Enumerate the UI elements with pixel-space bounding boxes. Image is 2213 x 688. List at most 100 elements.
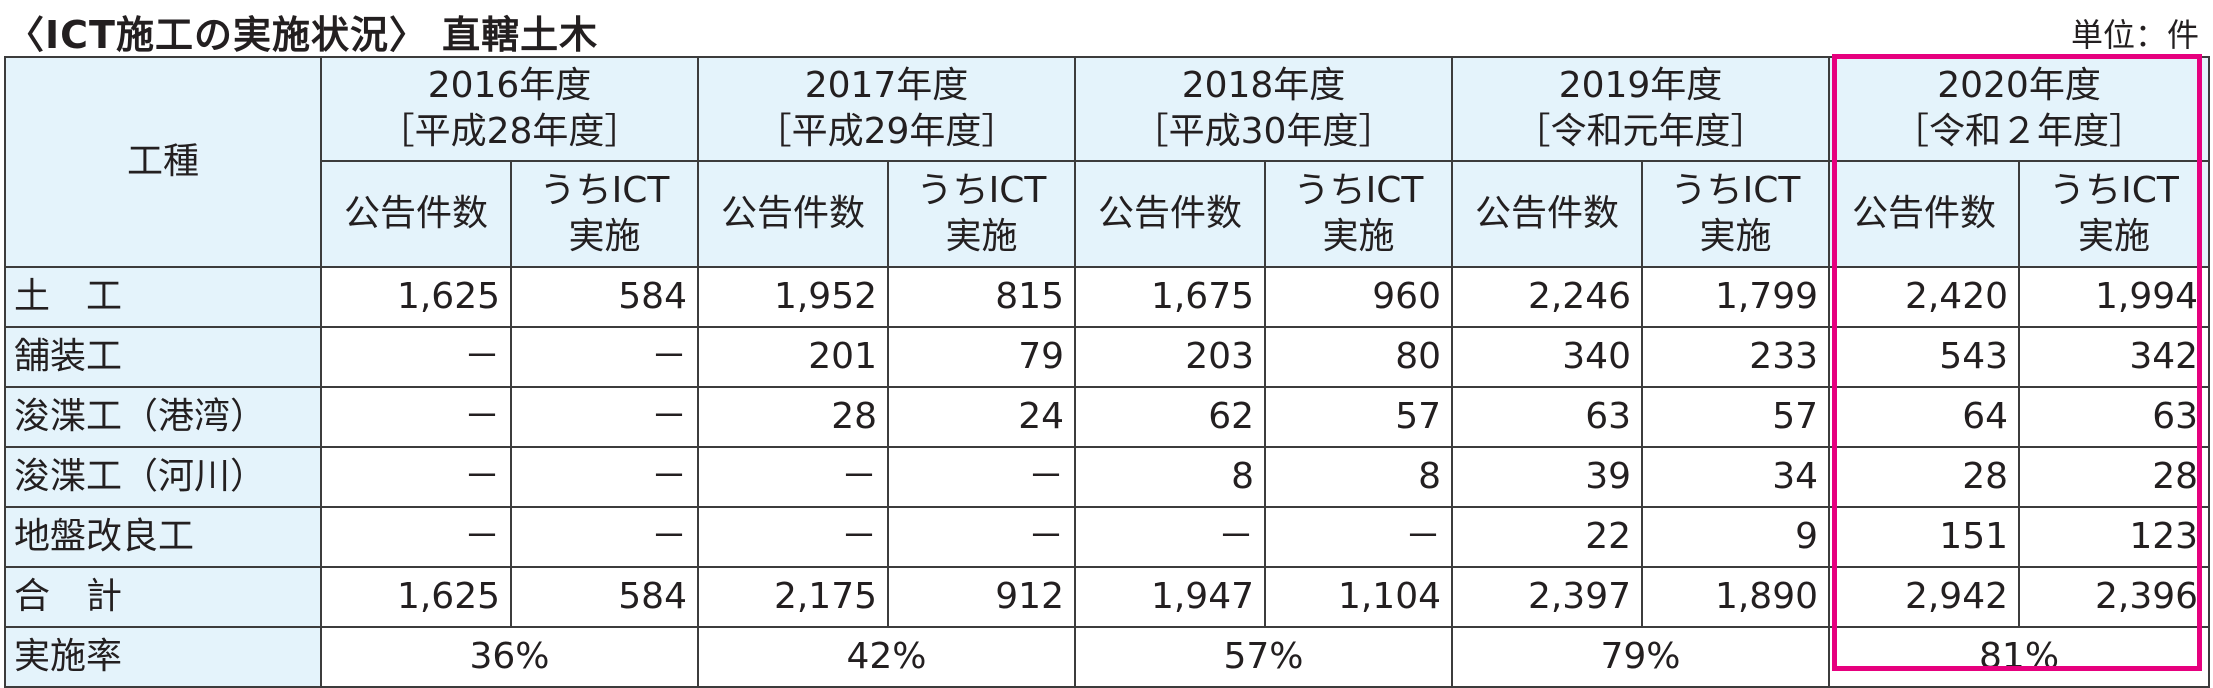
ict-count-header: うちICT 実施 bbox=[510, 160, 699, 268]
year-label: 2020年度 bbox=[1937, 65, 2101, 106]
era-label: ［平成28年度］ bbox=[378, 111, 641, 152]
value-cell: 8 bbox=[1264, 446, 1453, 508]
work-type-cell: 浚渫工（河川） bbox=[4, 446, 322, 508]
table-row: 浚渫工（河川） － － － － 8 8 39 34 28 28 bbox=[4, 446, 2211, 508]
value-cell: 39 bbox=[1451, 446, 1643, 508]
ict-count-header: うちICT 実施 bbox=[887, 160, 1076, 268]
value-cell: 34 bbox=[1640, 446, 1831, 508]
value-cell: 79 bbox=[887, 326, 1076, 388]
value-cell: 28 bbox=[2018, 446, 2211, 508]
value-cell: 342 bbox=[2018, 326, 2211, 388]
value-cell: 57 bbox=[1264, 386, 1453, 448]
table-row: 浚渫工（港湾） － － 28 24 62 57 63 57 64 63 bbox=[4, 386, 2211, 448]
table-row-total: 合 計 1,625 584 2,175 912 1,947 1,104 2,39… bbox=[4, 566, 2211, 628]
value-cell: 22 bbox=[1451, 506, 1643, 568]
ict-header-line1: うちICT bbox=[2049, 170, 2179, 211]
value-cell: － bbox=[510, 386, 699, 448]
year-label: 2019年度 bbox=[1558, 65, 1723, 106]
era-label: ［令和元年度］ bbox=[1514, 111, 1767, 152]
value-cell: 151 bbox=[1828, 506, 2021, 568]
year-label: 2016年度 bbox=[427, 65, 592, 106]
value-cell: 28 bbox=[1828, 446, 2021, 508]
rate-cell: 57% bbox=[1074, 626, 1453, 688]
year-header-2016: 2016年度 ［平成28年度］ bbox=[320, 56, 699, 162]
announced-count-header: 公告件数 bbox=[1451, 160, 1643, 268]
value-cell: 64 bbox=[1828, 386, 2021, 448]
work-type-header: 工種 bbox=[4, 56, 322, 268]
value-cell: 340 bbox=[1451, 326, 1643, 388]
value-cell: 28 bbox=[697, 386, 889, 448]
year-label: 2017年度 bbox=[804, 65, 969, 106]
table-row: 舗装工 － － 201 79 203 80 340 233 543 342 bbox=[4, 326, 2211, 388]
ict-construction-table: 工種 2016年度 ［平成28年度］ 2017年度 ［平成29年度］ 2018年… bbox=[4, 56, 2211, 688]
era-label: ［令和２年度］ bbox=[1893, 111, 2146, 152]
work-type-cell: 合 計 bbox=[4, 566, 322, 628]
value-cell: 1,104 bbox=[1264, 566, 1453, 628]
value-cell: － bbox=[510, 326, 699, 388]
announced-count-header: 公告件数 bbox=[1074, 160, 1266, 268]
value-cell: 2,942 bbox=[1828, 566, 2021, 628]
value-cell: 543 bbox=[1828, 326, 2021, 388]
value-cell: 63 bbox=[2018, 386, 2211, 448]
ict-count-header: うちICT 実施 bbox=[2018, 160, 2211, 268]
value-cell: 1,890 bbox=[1640, 566, 1831, 628]
era-label: ［平成29年度］ bbox=[755, 111, 1018, 152]
announced-count-header: 公告件数 bbox=[697, 160, 889, 268]
unit-label: 単位：件 bbox=[2070, 16, 2199, 54]
table-row: 土 工 1,625 584 1,952 815 1,675 960 2,246 … bbox=[4, 266, 2211, 328]
rate-cell: 36% bbox=[320, 626, 699, 688]
rate-cell: 42% bbox=[697, 626, 1076, 688]
value-cell: － bbox=[320, 386, 512, 448]
value-cell: 1,625 bbox=[320, 266, 512, 328]
value-cell: 9 bbox=[1640, 506, 1831, 568]
value-cell: 63 bbox=[1451, 386, 1643, 448]
value-cell: 2,396 bbox=[2018, 566, 2211, 628]
year-header-2017: 2017年度 ［平成29年度］ bbox=[697, 56, 1076, 162]
page-title: 〈ICT施工の実施状況〉 直轄土木 bbox=[6, 13, 599, 57]
value-cell: － bbox=[697, 446, 889, 508]
value-cell: 57 bbox=[1640, 386, 1831, 448]
table-row-rate: 実施率 36% 42% 57% 79% 81% bbox=[4, 626, 2211, 688]
announced-count-header: 公告件数 bbox=[1828, 160, 2021, 268]
rate-label-cell: 実施率 bbox=[4, 626, 322, 688]
value-cell: － bbox=[320, 506, 512, 568]
year-header-2018: 2018年度 ［平成30年度］ bbox=[1074, 56, 1453, 162]
value-cell: 1,799 bbox=[1640, 266, 1831, 328]
value-cell: － bbox=[510, 506, 699, 568]
rate-cell: 81% bbox=[1828, 626, 2211, 688]
ict-header-line1: うちICT bbox=[916, 170, 1047, 211]
value-cell: － bbox=[510, 446, 699, 508]
value-cell: 1,675 bbox=[1074, 266, 1266, 328]
value-cell: 201 bbox=[697, 326, 889, 388]
ict-header-line1: うちICT bbox=[1293, 170, 1424, 211]
announced-count-header: 公告件数 bbox=[320, 160, 512, 268]
value-cell: 1,952 bbox=[697, 266, 889, 328]
value-cell: 584 bbox=[510, 566, 699, 628]
value-cell: 233 bbox=[1640, 326, 1831, 388]
value-cell: 2,397 bbox=[1451, 566, 1643, 628]
value-cell: 8 bbox=[1074, 446, 1266, 508]
value-cell: － bbox=[887, 446, 1076, 508]
value-cell: 80 bbox=[1264, 326, 1453, 388]
ict-header-line1: うちICT bbox=[539, 170, 670, 211]
ict-header-line2: 実施 bbox=[1322, 216, 1395, 257]
value-cell: 960 bbox=[1264, 266, 1453, 328]
value-cell: － bbox=[1264, 506, 1453, 568]
work-type-cell: 土 工 bbox=[4, 266, 322, 328]
value-cell: 584 bbox=[510, 266, 699, 328]
value-cell: － bbox=[1074, 506, 1266, 568]
ict-header-line2: 実施 bbox=[2078, 216, 2151, 257]
work-type-cell: 浚渫工（港湾） bbox=[4, 386, 322, 448]
value-cell: 1,625 bbox=[320, 566, 512, 628]
work-type-cell: 舗装工 bbox=[4, 326, 322, 388]
ict-header-line2: 実施 bbox=[568, 216, 641, 257]
year-header-2019: 2019年度 ［令和元年度］ bbox=[1450, 56, 1831, 162]
era-label: ［平成30年度］ bbox=[1132, 111, 1395, 152]
value-cell: 2,246 bbox=[1451, 266, 1643, 328]
work-type-cell: 地盤改良工 bbox=[4, 506, 322, 568]
table-row: 地盤改良工 － － － － － － 22 9 151 123 bbox=[4, 506, 2211, 568]
ict-header-line2: 実施 bbox=[1699, 216, 1772, 257]
value-cell: － bbox=[697, 506, 889, 568]
value-cell: 123 bbox=[2018, 506, 2211, 568]
year-header-2020: 2020年度 ［令和２年度］ bbox=[1828, 56, 2211, 162]
